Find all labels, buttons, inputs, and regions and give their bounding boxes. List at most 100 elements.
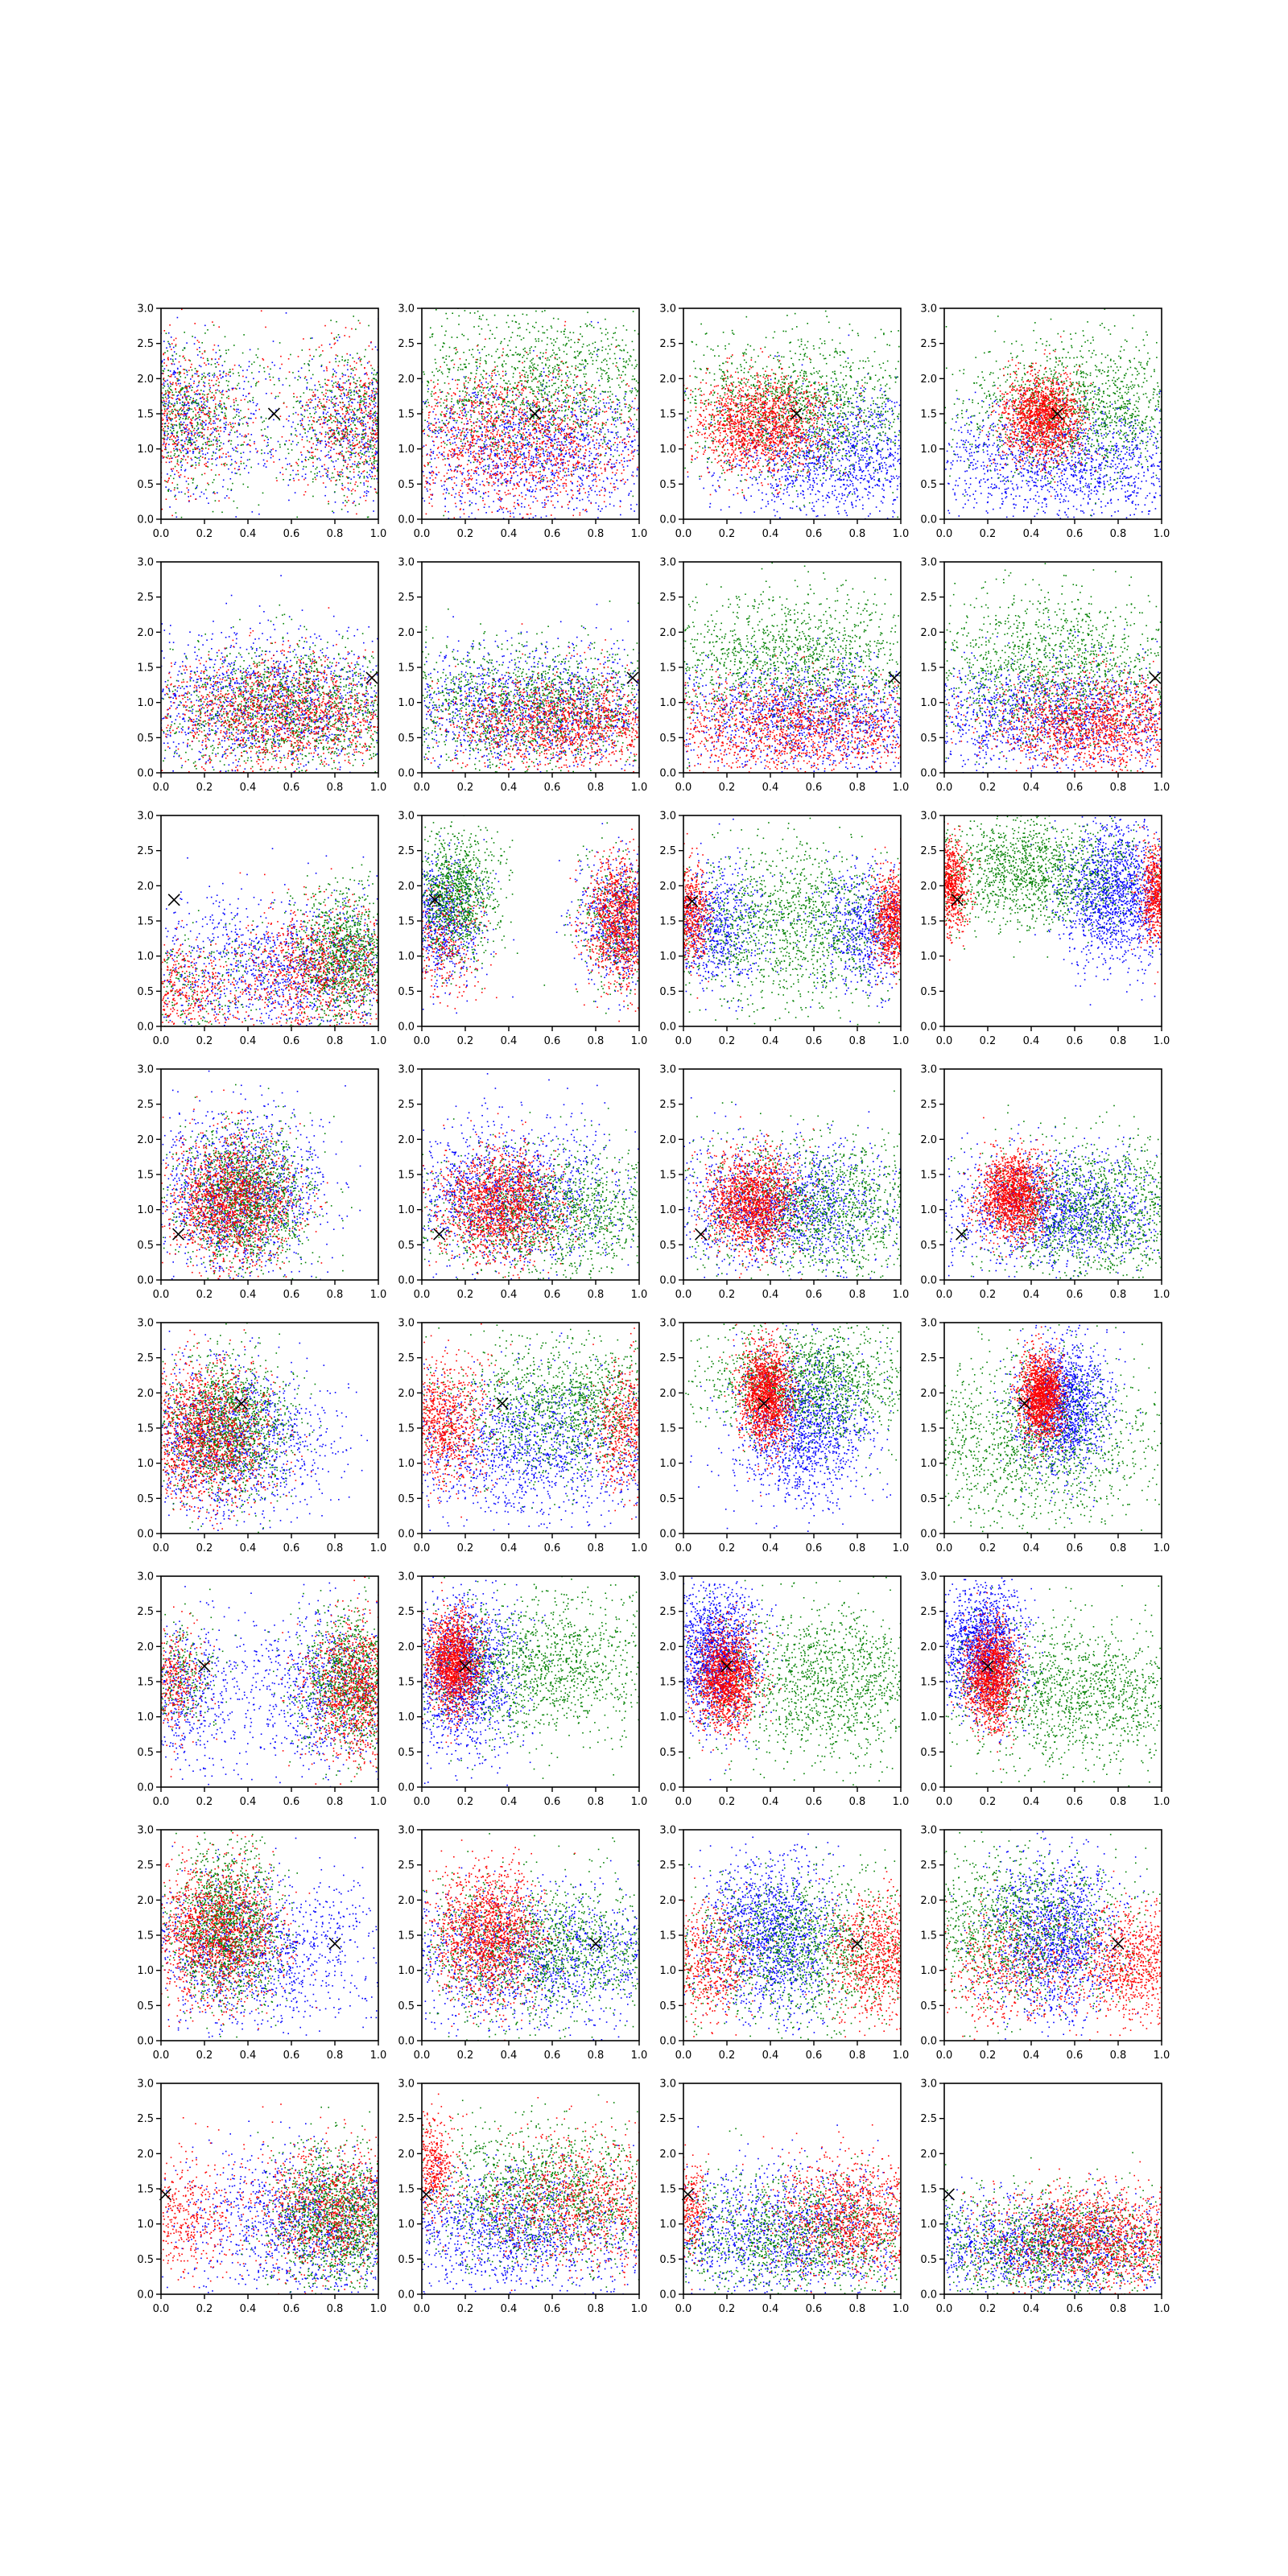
point (613, 332, 615, 334)
point (550, 356, 551, 357)
point (263, 420, 265, 422)
point (204, 414, 205, 415)
point (539, 407, 540, 408)
point (270, 437, 272, 439)
point (225, 353, 227, 354)
point (505, 374, 506, 376)
point (180, 440, 182, 442)
point (369, 456, 370, 457)
point (353, 390, 355, 391)
point (625, 399, 626, 401)
point (370, 436, 372, 438)
point (308, 452, 309, 453)
point (524, 374, 526, 376)
point (597, 372, 598, 374)
point (224, 406, 225, 407)
point (521, 423, 522, 424)
point (545, 375, 547, 377)
point (473, 389, 474, 390)
point (427, 490, 428, 492)
point (326, 366, 328, 368)
point (371, 383, 373, 385)
point (174, 374, 175, 376)
point (305, 477, 307, 479)
point (192, 423, 193, 424)
point (242, 444, 244, 446)
point (171, 490, 172, 492)
point (217, 430, 219, 431)
point (471, 430, 473, 431)
point (286, 440, 287, 442)
point (240, 474, 242, 476)
point (365, 397, 366, 398)
point (552, 495, 554, 497)
point (168, 343, 170, 345)
point (235, 398, 237, 399)
point (336, 460, 337, 462)
point (346, 413, 348, 415)
point (479, 333, 481, 335)
point (537, 452, 539, 453)
point (361, 453, 363, 455)
point (207, 374, 208, 376)
point (375, 374, 377, 376)
point (464, 408, 465, 410)
point (286, 419, 287, 420)
point (328, 439, 330, 440)
point (456, 477, 457, 479)
point (519, 441, 521, 443)
point (602, 411, 604, 412)
point (559, 455, 560, 456)
point (332, 407, 334, 408)
point (500, 501, 502, 502)
point (348, 401, 349, 402)
point (341, 398, 343, 400)
point (311, 452, 312, 453)
point (565, 373, 567, 374)
point (170, 456, 171, 457)
point (345, 382, 346, 384)
point (341, 455, 343, 456)
point (621, 442, 623, 444)
point (321, 433, 323, 435)
point (228, 469, 229, 470)
point (530, 465, 532, 467)
point (349, 384, 351, 386)
point (447, 440, 448, 441)
point (565, 444, 567, 446)
point (194, 391, 196, 393)
point (195, 468, 196, 469)
point (175, 420, 177, 422)
point (172, 361, 174, 362)
point (279, 342, 281, 344)
point (350, 382, 352, 384)
point (345, 417, 346, 419)
point (341, 407, 342, 409)
point (176, 517, 178, 518)
point (372, 417, 374, 419)
point (526, 479, 528, 481)
point (575, 357, 576, 359)
point (446, 444, 448, 446)
point (219, 457, 221, 459)
point (471, 400, 473, 402)
point (516, 461, 518, 463)
point (354, 484, 356, 485)
point (508, 356, 510, 357)
point (193, 430, 195, 431)
point (211, 433, 213, 435)
point (591, 489, 592, 491)
point (432, 333, 434, 335)
point (165, 446, 167, 448)
point (326, 476, 328, 477)
point (233, 399, 235, 401)
point (613, 506, 615, 507)
point (524, 456, 526, 458)
point (344, 395, 345, 397)
point (286, 407, 287, 408)
point (186, 386, 188, 387)
point (327, 474, 328, 476)
point (368, 481, 369, 482)
point (339, 474, 341, 476)
point (193, 478, 195, 480)
